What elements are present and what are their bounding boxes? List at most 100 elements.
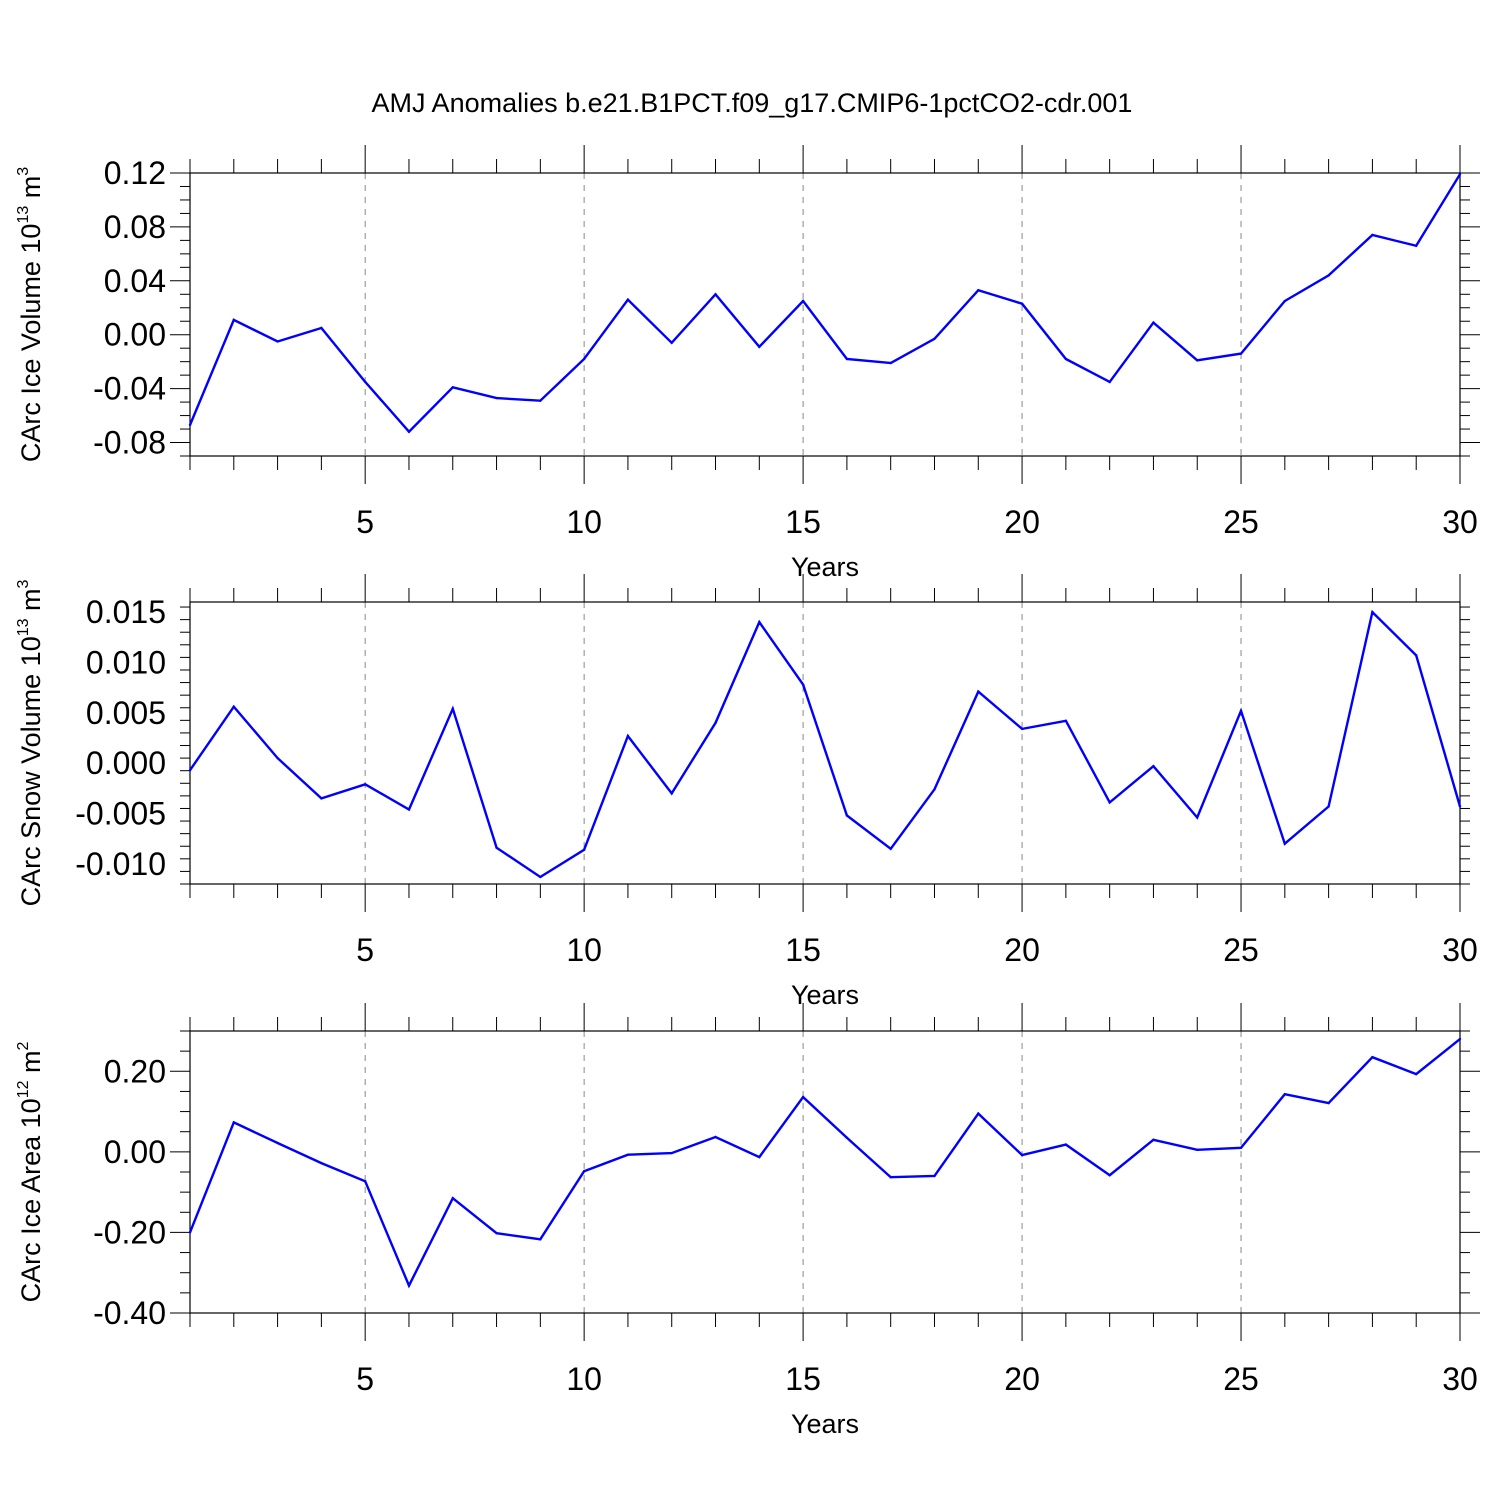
data-point [1064, 719, 1068, 723]
series-line [189, 609, 1462, 879]
data-point [845, 1136, 849, 1139]
x-tick-label: 5 [356, 1361, 374, 1397]
y-tick-label: 0.04 [104, 263, 166, 299]
data-point [845, 357, 849, 361]
y-axis-label-superscript: 13 [15, 206, 32, 224]
data-point [188, 423, 192, 427]
data-point [495, 846, 498, 849]
data-point [1196, 1148, 1199, 1152]
data-point [363, 380, 367, 384]
x-axis-label: Years [791, 1409, 859, 1439]
y-tick-label: 0.00 [104, 317, 166, 353]
data-point [582, 1169, 586, 1173]
data-point [1371, 233, 1374, 237]
data-point [714, 721, 717, 725]
data-point [1020, 727, 1024, 731]
data-point [582, 357, 586, 361]
data-point [1239, 352, 1243, 355]
x-tick-label: 15 [785, 504, 821, 540]
data-point [801, 299, 805, 303]
plot-frame [189, 1030, 1461, 1314]
data-point [363, 1180, 367, 1183]
series-line [188, 1038, 1461, 1289]
data-point [626, 298, 630, 301]
data-point [977, 690, 980, 693]
data-point [1239, 709, 1243, 712]
data-point [539, 1238, 542, 1241]
y-tick-label: 0.08 [104, 209, 166, 245]
y-axis-label-part: m [16, 176, 46, 206]
y-axis-label-superscript: 12 [15, 1080, 32, 1098]
data-point [845, 814, 849, 817]
y-axis-label: CArc Ice Area 1012 m2 [15, 1042, 46, 1303]
data-point [407, 1284, 411, 1287]
data-point [1108, 1174, 1111, 1177]
data-point [1283, 842, 1287, 845]
data-point [933, 788, 936, 791]
plot-frame [189, 172, 1461, 457]
data-point [363, 783, 367, 786]
data-point [451, 386, 454, 389]
x-tick-label: 20 [1004, 932, 1040, 968]
data-point [1152, 764, 1155, 768]
x-tick-label: 5 [356, 932, 374, 968]
data-point [1458, 173, 1462, 176]
y-tick-label: -0.20 [93, 1214, 166, 1250]
data-point [1239, 1146, 1243, 1150]
data-point [1152, 1138, 1155, 1141]
series-line [188, 173, 1462, 434]
data-point [758, 1155, 761, 1159]
y-axis-label-superscript: 3 [15, 167, 32, 176]
data-point [889, 847, 892, 850]
data-point [758, 620, 761, 624]
data-point [320, 326, 323, 330]
data-point [407, 430, 411, 433]
data-point [407, 808, 411, 811]
data-point [582, 848, 586, 851]
data-point [232, 1121, 235, 1124]
data-point [670, 792, 673, 795]
data-point [626, 1153, 630, 1156]
data-point [276, 756, 279, 760]
data-point [539, 875, 542, 879]
data-point [626, 734, 630, 738]
data-point [188, 768, 192, 772]
data-point [714, 293, 717, 296]
data-point [933, 1174, 936, 1178]
y-tick-label: -0.005 [75, 796, 166, 832]
data-point [714, 1135, 717, 1139]
data-point [889, 361, 892, 365]
x-tick-label: 25 [1223, 504, 1259, 540]
data-point [670, 1151, 673, 1155]
data-point [1415, 1072, 1418, 1076]
data-point [977, 289, 980, 292]
data-point [1415, 654, 1418, 657]
data-point [1108, 801, 1111, 804]
x-tick-label: 25 [1223, 932, 1259, 968]
y-axis-label-part: CArc Ice Area 10 [16, 1098, 46, 1302]
x-tick-label: 10 [566, 1361, 602, 1397]
x-tick-label: 15 [785, 932, 821, 968]
x-tick-label: 30 [1442, 1361, 1478, 1397]
y-tick-label: 0.015 [86, 594, 166, 630]
y-tick-label: -0.010 [75, 846, 166, 882]
data-point [276, 1141, 279, 1145]
data-point [1196, 816, 1199, 819]
y-axis-label-part: CArc Snow Volume 10 [16, 636, 46, 906]
data-point [1283, 1093, 1287, 1096]
data-point [1327, 1101, 1330, 1105]
y-tick-label: -0.04 [93, 371, 166, 407]
y-tick-label: 0.00 [104, 1134, 166, 1170]
data-point [977, 1112, 980, 1115]
data-point [1108, 380, 1111, 384]
y-tick-label: 0.20 [104, 1053, 166, 1089]
y-axis-label-part: m [16, 588, 46, 618]
data-point [1283, 299, 1287, 303]
x-tick-label: 10 [566, 932, 602, 968]
data-point [1064, 1143, 1068, 1146]
data-point [276, 340, 279, 343]
y-tick-label: -0.08 [93, 425, 166, 461]
y-axis-label: CArc Ice Volume 1013 m3 [15, 167, 46, 462]
data-point [495, 396, 498, 400]
